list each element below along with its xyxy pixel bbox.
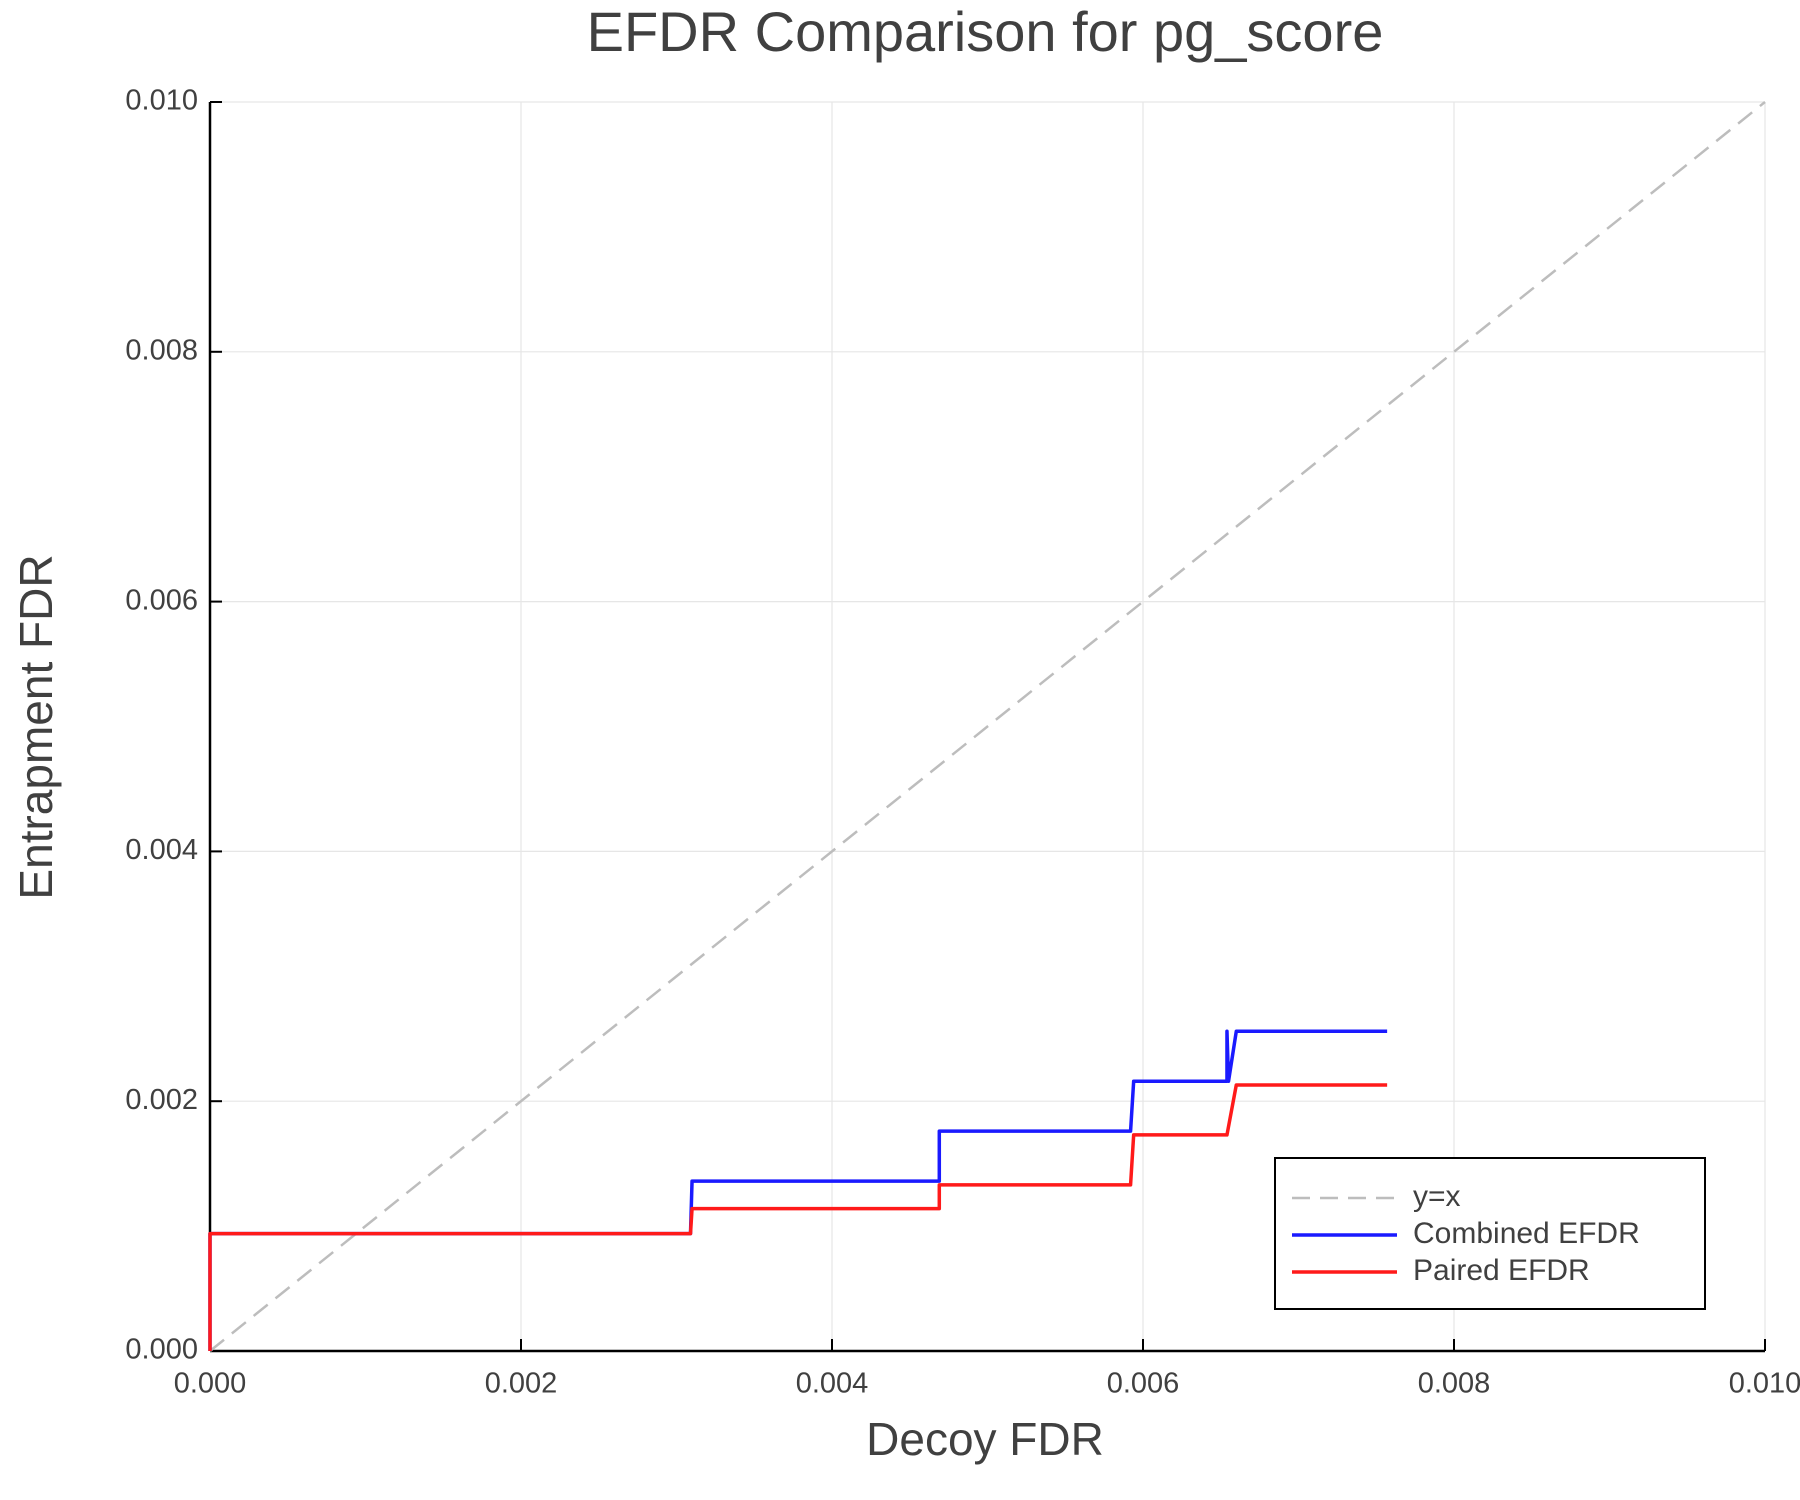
y-tick-label: 0.008: [125, 334, 198, 366]
chart-title: EFDR Comparison for pg_score: [587, 0, 1384, 63]
x-tick-label: 0.000: [174, 1368, 247, 1400]
y-axis-label: Entrapment FDR: [10, 554, 62, 899]
legend-label: Combined EFDR: [1413, 1217, 1640, 1250]
series-line: [209, 101, 1766, 1352]
legend-label: y=x: [1413, 1180, 1461, 1213]
series-line: [208, 1029, 1388, 1351]
x-tick-label: 0.004: [796, 1368, 869, 1400]
x-tick-label: 0.010: [1729, 1368, 1800, 1400]
y-tick-label: 0.010: [125, 85, 198, 117]
y-tick-label: 0.000: [125, 1334, 198, 1366]
y-tick-label: 0.006: [125, 584, 198, 616]
y-tick-label: 0.004: [125, 834, 198, 866]
y-tick-label: 0.002: [125, 1084, 198, 1116]
x-axis-label: Decoy FDR: [866, 1413, 1104, 1465]
x-tick-label: 0.002: [485, 1368, 558, 1400]
legend-label: Paired EFDR: [1413, 1254, 1590, 1287]
series-line: [208, 1083, 1388, 1351]
x-tick-label: 0.006: [1107, 1368, 1180, 1400]
x-tick-label: 0.008: [1418, 1368, 1491, 1400]
